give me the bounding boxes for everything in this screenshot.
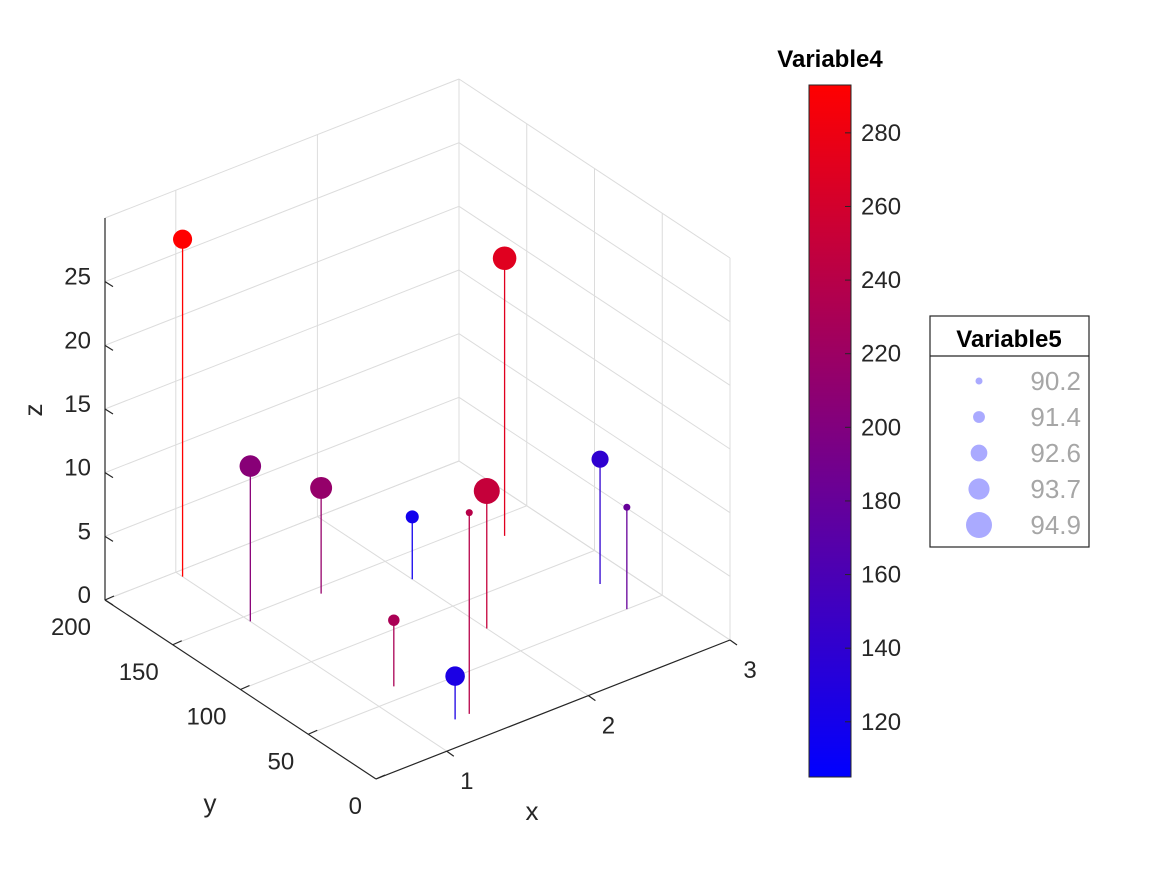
x-tick-label: 1	[460, 768, 473, 795]
grid-line	[104, 333, 460, 474]
z-axis-label: z	[18, 404, 48, 417]
x-tick-label: 2	[602, 713, 615, 740]
z-tick	[104, 599, 114, 606]
grid-line	[104, 269, 460, 410]
grid-line	[104, 142, 460, 283]
grid-line	[458, 142, 731, 323]
colorbar-tick-label: 160	[861, 562, 901, 589]
z-tick-label: 25	[64, 264, 91, 291]
axes: 1 2 3 0 50 100 150 200 0 5 10 15 20 25	[51, 218, 757, 820]
legend-title: Variable5	[956, 326, 1061, 353]
colorbar-tick-label: 140	[861, 635, 901, 662]
z-tick-label: 0	[78, 582, 91, 609]
colorbar-gradient	[808, 84, 852, 778]
legend-marker	[968, 478, 990, 500]
x-axis-line	[375, 639, 731, 780]
z-tick-label: 5	[78, 518, 91, 545]
data-point	[239, 455, 262, 477]
grid-line	[104, 396, 460, 537]
x-axis-label: x	[526, 796, 539, 826]
x-tick	[729, 639, 738, 646]
colorbar-tick-label: 280	[861, 120, 901, 147]
colorbar-tick-label: 120	[861, 709, 901, 736]
y-tick-label: 150	[119, 659, 159, 686]
colorbar-tick-label: 260	[861, 193, 901, 220]
legend-marker	[975, 377, 983, 385]
legend-label: 91.4	[1030, 402, 1081, 432]
x-tick-label: 3	[743, 657, 756, 684]
data-point	[445, 666, 465, 686]
colorbar-tick-label: 180	[861, 488, 901, 515]
legend-label: 94.9	[1030, 510, 1081, 540]
y-tick-label: 0	[349, 793, 362, 820]
grid-line	[458, 205, 731, 386]
data-point	[465, 509, 473, 517]
y-tick-label: 100	[186, 704, 226, 731]
data-marks	[173, 229, 631, 720]
data-point	[173, 229, 193, 249]
x-tick	[588, 695, 596, 702]
colorbar-tick-label: 240	[861, 267, 901, 294]
y-tick	[172, 640, 182, 646]
size-legend: Variable5 90.2 91.4 92.6 93.7 94.9	[929, 315, 1090, 548]
legend-label: 92.6	[1030, 438, 1081, 468]
colorbar: Variable4 120 140 160 180 200 220 240 260 280	[777, 46, 901, 778]
y-tick	[240, 684, 250, 691]
grid-line	[104, 460, 460, 601]
colorbar-title: Variable4	[777, 46, 883, 73]
legend-box	[929, 315, 1090, 548]
grid-line	[240, 550, 595, 690]
grid-line	[308, 594, 663, 735]
grid-line	[172, 505, 527, 646]
data-point	[623, 503, 631, 511]
y-tick	[308, 729, 318, 735]
colorbar-tick-label: 220	[861, 341, 901, 368]
data-point	[591, 450, 609, 468]
y-tick-label: 50	[268, 748, 295, 775]
data-point	[310, 476, 333, 499]
y-axis-label: y	[204, 788, 217, 818]
grid-lines	[104, 78, 731, 780]
legend-label: 90.2	[1030, 366, 1081, 396]
box-edge	[104, 78, 460, 219]
y-tick-label: 200	[51, 614, 91, 641]
z-tick	[104, 535, 114, 542]
z-tick	[104, 408, 114, 415]
z-tick	[104, 281, 114, 288]
z-tick-label: 15	[64, 391, 91, 418]
legend-marker	[966, 512, 992, 538]
y-tick	[375, 774, 386, 780]
colorbar-tick-label: 200	[861, 414, 901, 441]
colorbar-ticks: 120 140 160 180 200 220 240 260 280	[845, 120, 901, 736]
box-edge	[458, 78, 731, 259]
y-tick	[104, 595, 115, 601]
x-tick	[446, 750, 455, 757]
legend-entries: 90.2 91.4 92.6 93.7 94.9	[966, 366, 1081, 540]
z-tick-label: 10	[64, 455, 91, 482]
legend-marker	[970, 444, 988, 462]
data-point	[405, 510, 419, 524]
z-tick	[104, 344, 114, 351]
z-tick-label: 20	[64, 327, 91, 354]
grid-line	[104, 205, 460, 346]
data-point	[473, 477, 500, 504]
data-point	[492, 246, 517, 271]
legend-label: 93.7	[1030, 474, 1081, 504]
data-point	[388, 614, 400, 626]
z-tick	[104, 472, 114, 479]
legend-marker	[973, 411, 985, 423]
